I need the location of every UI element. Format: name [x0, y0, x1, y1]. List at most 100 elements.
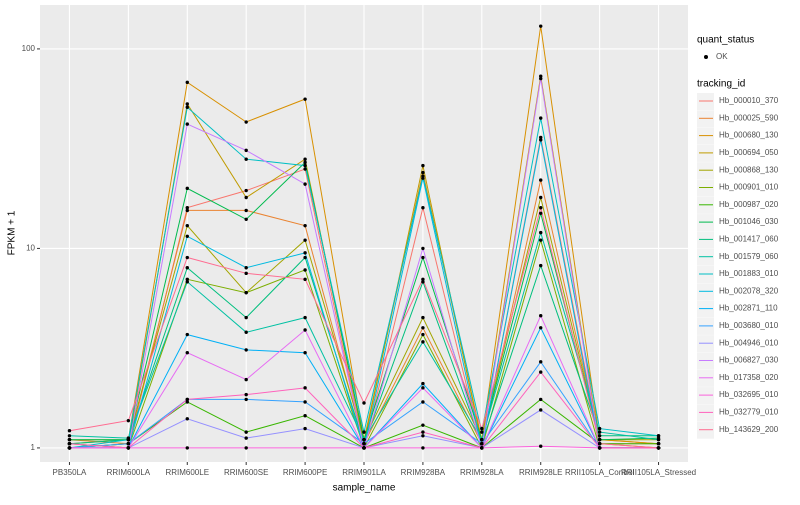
data-point: [421, 170, 425, 175]
legend-point: [704, 55, 708, 59]
data-point: [244, 377, 248, 382]
legend-label: Hb_000987_020: [719, 200, 779, 209]
data-point: [185, 397, 189, 402]
data-point: [362, 437, 366, 442]
data-point: [421, 163, 425, 168]
legend-title: tracking_id: [697, 79, 745, 90]
data-point: [126, 418, 131, 423]
data-point: [303, 315, 307, 320]
data-point: [303, 268, 307, 272]
data-point: [185, 417, 189, 421]
data-point: [244, 436, 248, 440]
data-point: [244, 195, 248, 200]
data-point: [421, 430, 425, 434]
legend-label: Hb_001417_060: [719, 235, 779, 244]
data-point: [244, 266, 248, 270]
data-point: [185, 122, 189, 126]
data-point: [303, 351, 307, 355]
data-point: [185, 234, 189, 239]
data-point: [185, 208, 189, 213]
data-point: [539, 195, 543, 200]
data-point: [421, 340, 425, 344]
data-point: [244, 392, 248, 397]
legend-label: Hb_002871_110: [719, 304, 778, 313]
legend-label: Hb_000694_050: [719, 148, 779, 157]
data-point: [185, 266, 189, 270]
data-point: [539, 135, 543, 140]
data-point: [185, 186, 189, 191]
y-tick-label: 100: [22, 44, 36, 53]
legend-label: Hb_143629_200: [719, 425, 779, 434]
data-point: [656, 441, 661, 446]
legend-label: Hb_032695_010: [719, 390, 779, 399]
data-point: [539, 360, 543, 364]
x-tick-label: RRIM600PE: [283, 468, 327, 477]
data-point: [185, 277, 189, 282]
x-tick-label: RRIM600LA: [107, 468, 151, 477]
data-point: [185, 105, 189, 109]
data-point: [244, 217, 248, 221]
data-point: [244, 157, 248, 161]
data-point: [421, 423, 425, 427]
data-point: [421, 246, 425, 251]
data-point: [244, 271, 248, 276]
x-tick-label: RRIM600LE: [165, 468, 209, 477]
data-point: [539, 116, 543, 120]
data-point: [303, 238, 307, 242]
data-point: [303, 255, 307, 260]
data-point: [539, 408, 543, 412]
data-point: [539, 138, 543, 142]
x-tick-label: RRIM928LA: [460, 468, 504, 477]
data-point: [244, 315, 248, 320]
legend-label: Hb_000025_590: [719, 113, 779, 122]
data-point: [480, 446, 484, 450]
x-tick-label: RRIM901LA: [342, 468, 386, 477]
data-point: [421, 446, 425, 450]
x-tick-label: RRII105LA_Stressed: [621, 468, 696, 477]
data-point: [362, 401, 366, 405]
data-point: [421, 315, 425, 320]
data-point: [597, 441, 602, 446]
data-point: [421, 400, 425, 404]
data-point: [67, 434, 72, 438]
data-point: [244, 397, 248, 402]
data-point: [421, 280, 425, 284]
data-point: [421, 386, 425, 390]
data-point: [597, 437, 602, 442]
data-point: [421, 205, 425, 210]
data-point: [185, 102, 189, 106]
data-point: [539, 205, 543, 210]
data-point: [185, 332, 189, 337]
data-point: [244, 188, 248, 193]
data-point: [362, 446, 366, 450]
data-point: [656, 437, 661, 442]
legend-label: Hb_003680_010: [719, 321, 779, 330]
y-tick-label: 10: [26, 244, 35, 253]
data-point: [421, 381, 425, 386]
data-point: [303, 426, 307, 431]
data-point: [126, 437, 131, 442]
legend-label: Hb_000901_010: [719, 183, 779, 192]
data-point: [539, 178, 543, 182]
y-axis-title: FPKM + 1: [7, 210, 18, 255]
data-point: [303, 163, 307, 168]
data-point: [539, 444, 543, 448]
legend-label: Hb_000868_130: [719, 165, 779, 174]
data-point: [126, 441, 131, 446]
data-point: [303, 328, 307, 332]
data-point: [303, 157, 307, 161]
x-tick-label: RRII105LA_Control: [565, 468, 635, 477]
data-point: [303, 160, 307, 165]
legend-label: Hb_004946_010: [719, 338, 779, 347]
data-point: [126, 446, 131, 450]
data-point: [244, 148, 248, 153]
data-point: [539, 74, 543, 78]
data-point: [421, 332, 425, 337]
data-point: [303, 277, 307, 282]
data-point: [421, 277, 425, 282]
data-point: [539, 326, 543, 330]
legend-label: Hb_001046_030: [719, 217, 779, 226]
data-point: [185, 446, 189, 450]
data-point: [480, 441, 484, 446]
data-point: [539, 211, 543, 215]
